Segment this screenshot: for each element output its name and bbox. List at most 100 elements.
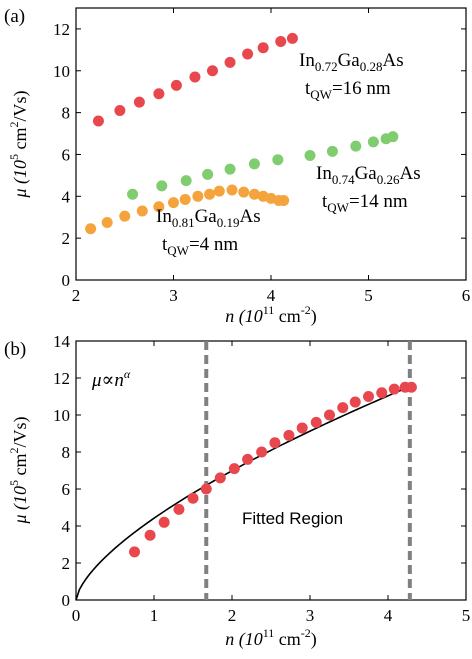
panel-a-point-green: [248, 158, 260, 170]
panel-a-ytick-label: 10: [53, 62, 70, 81]
panel-b-xtick-label: 1: [150, 606, 159, 625]
panel-a-ytick-label: 8: [62, 104, 71, 123]
panel-b-ytick-label: 10: [53, 406, 70, 425]
panel-b-point-red: [228, 463, 240, 475]
panel-a-point-orange: [226, 184, 238, 196]
panel-b-point-red: [187, 492, 199, 504]
panel-a-xtick-label: 5: [364, 286, 373, 305]
panel-a-point-red: [257, 42, 269, 54]
panel-b-ytick-label: 12: [53, 369, 70, 388]
panel-a-point-orange: [85, 223, 97, 235]
panel-a-point-red: [242, 48, 254, 60]
panel-a-point-green: [367, 136, 379, 148]
panel-a-point-green: [350, 140, 362, 152]
panel-a-point-orange: [278, 194, 290, 206]
panel-a-label: (a): [4, 6, 25, 27]
panel-a-ytick-label: 12: [53, 20, 70, 39]
panel-a-xtick-label: 3: [169, 286, 178, 305]
panel-a-point-red: [207, 65, 218, 77]
panel-b-frame: [75, 340, 467, 601]
panel-a-point-green: [156, 180, 168, 192]
panel-b-xtick-label: 4: [384, 606, 393, 625]
panel-a-point-green: [127, 188, 139, 200]
panel-a-point-orange: [153, 201, 165, 213]
panel-b-point-red: [144, 529, 156, 541]
panel-a-point-red: [133, 96, 145, 108]
panel-a-point-red: [224, 56, 236, 68]
panel-b-point-red: [376, 387, 388, 399]
panel-b-xtick-label: 0: [72, 606, 81, 625]
panel-a-point-orange: [192, 190, 204, 202]
panel-b-point-red: [269, 437, 281, 449]
panel-b-ytick-label: 4: [62, 517, 71, 536]
panel-b-ytick-label: 0: [62, 591, 71, 610]
panel-a-point-orange: [248, 188, 260, 200]
panel-a-point-orange: [168, 197, 179, 209]
svg-text:tQW=14 nm: tQW=14 nm: [322, 191, 408, 215]
panel-b-xtick-label: 2: [228, 606, 237, 625]
panel-a-point-orange: [238, 186, 250, 198]
series-label-orange: In0.81Ga0.19As tQW=4 nm: [156, 206, 261, 258]
panel-b-point-red: [310, 416, 322, 428]
panel-a-ytick-label: 0: [62, 271, 71, 290]
panel-a-point-orange: [119, 210, 131, 222]
panel-b-xtick-label: 5: [462, 606, 471, 625]
panel-b-point-red: [158, 516, 170, 528]
panel-b-ytick-label: 2: [62, 554, 71, 573]
panel-a-ylabel: μ (105 cm2/Vs): [7, 90, 31, 198]
panel-a-points: [85, 32, 399, 235]
panel-b-ytick-label: 8: [62, 443, 71, 462]
series-label-red: In0.72Ga0.28As tQW=16 nm: [299, 50, 404, 102]
series-label-green: In0.74Ga0.26As tQW=14 nm: [316, 163, 421, 215]
panel-a-point-red: [153, 88, 165, 100]
panel-b-point-red: [129, 546, 140, 558]
panel-b-label: (b): [4, 339, 26, 360]
panel-a-point-orange: [136, 205, 148, 217]
panel-b-point-red: [324, 409, 335, 421]
panel-b-point-red: [200, 483, 212, 495]
panel-b-ytick-label: 14: [53, 332, 71, 351]
panel-a-point-green: [304, 150, 316, 162]
panel-a-point-orange: [204, 188, 216, 200]
svg-text:In0.81Ga0.19As: In0.81Ga0.19As: [156, 206, 261, 230]
panel-b-point-red: [173, 503, 185, 515]
panel-b-ylabel: μ (105 cm2/Vs): [7, 416, 31, 524]
panel-a-xtick-label: 2: [72, 286, 81, 305]
panel-a-point-green: [202, 168, 214, 180]
fitted-region-label: Fitted Region: [242, 509, 343, 528]
svg-text:In0.72Ga0.28As: In0.72Ga0.28As: [299, 50, 404, 74]
panel-b-point-red: [405, 381, 417, 393]
svg-text:tQW=16 nm: tQW=16 nm: [305, 78, 391, 102]
panel-b-ytick-label: 6: [62, 480, 71, 499]
svg-text:tQW=4 nm: tQW=4 nm: [162, 234, 238, 258]
panel-b-point-red: [256, 446, 268, 458]
panel-a-xlabel: n (1011 cm-2): [225, 303, 317, 327]
panel-a-point-red: [170, 79, 182, 91]
panel-a-ytick-label: 4: [62, 187, 71, 206]
panel-b-point-red: [388, 383, 400, 395]
panel-b-point-red: [214, 472, 226, 484]
panel-a-point-orange: [179, 193, 191, 205]
panel-a-ytick-label: 6: [62, 145, 71, 164]
panel-a-point-orange: [213, 185, 225, 197]
panel-a-point-green: [224, 163, 236, 175]
panel-a-point-red: [189, 71, 201, 83]
panel-a-frame: [75, 7, 467, 281]
fit-curve: [75, 385, 412, 601]
panel-a-xtick-label: 6: [462, 286, 471, 305]
panel-a-xtick-label: 4: [267, 286, 276, 305]
panel-a-point-red: [286, 32, 298, 44]
panel-a-point-red: [275, 35, 287, 47]
panel-b-point-red: [349, 396, 361, 408]
panel-a-point-red: [92, 115, 104, 127]
panel-a-point-green: [180, 175, 192, 187]
panel-b-point-red: [363, 391, 374, 402]
panel-b-point-red: [242, 453, 254, 465]
panel-a-ytick-label: 2: [62, 229, 71, 248]
panel-a-point-green: [387, 131, 399, 143]
